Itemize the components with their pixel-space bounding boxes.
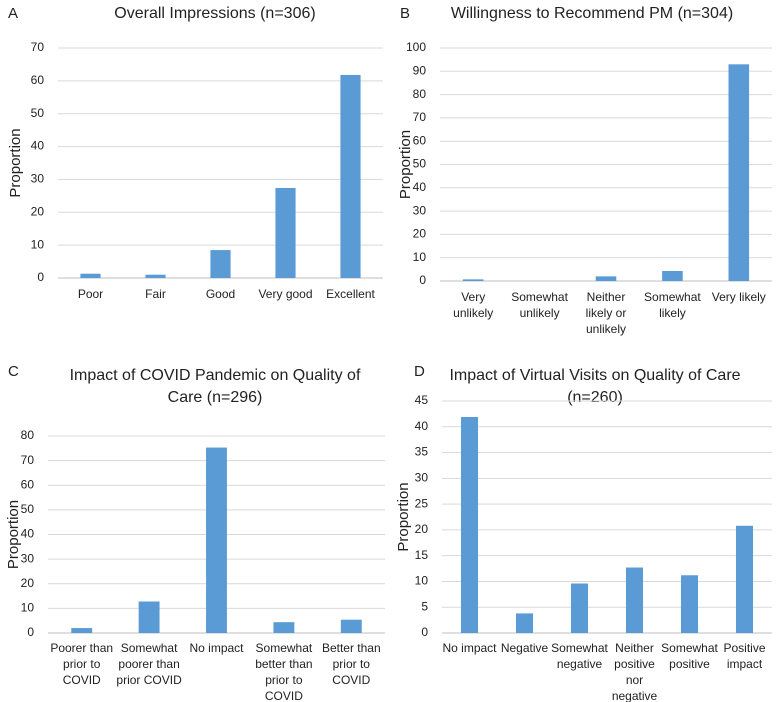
x-tick-label: Poorer than prior to COVID bbox=[50, 641, 113, 687]
chart-title: (n=260) bbox=[567, 389, 623, 406]
y-tick-label: 20 bbox=[413, 227, 427, 241]
panel-label: C bbox=[8, 363, 19, 380]
y-tick-label: 25 bbox=[415, 496, 429, 510]
bar bbox=[662, 270, 683, 281]
bar bbox=[138, 601, 160, 633]
bar bbox=[728, 64, 750, 281]
bar bbox=[595, 276, 617, 281]
panel-c: C Impact of COVID Pandemic on Quality of C… bbox=[5, 363, 385, 702]
y-tick-label: 15 bbox=[415, 548, 429, 562]
bar bbox=[570, 583, 589, 633]
x-tick-label: Negative bbox=[501, 641, 549, 655]
panel-label: D bbox=[414, 363, 425, 380]
y-tick-label: 45 bbox=[415, 393, 429, 407]
bar bbox=[71, 628, 93, 633]
y-tick-label: 60 bbox=[21, 477, 35, 491]
y-tick-label: 90 bbox=[413, 63, 427, 77]
y-axis-label: Proportion bbox=[7, 128, 24, 197]
y-tick-label: 5 bbox=[421, 599, 428, 613]
chart-title: Impact of Virtual Visits on Quality of C… bbox=[449, 367, 740, 384]
y-tick-label: 30 bbox=[31, 172, 45, 186]
x-tick-label: Somewhat likely bbox=[644, 290, 701, 320]
bar bbox=[340, 74, 361, 278]
x-tick-label: Somewhat unlikely bbox=[511, 290, 568, 320]
bar bbox=[515, 613, 534, 633]
chart-title: Impact of COVID Pandemic on Quality of bbox=[70, 367, 361, 384]
panel-label: A bbox=[8, 5, 18, 22]
y-tick-label: 20 bbox=[31, 204, 45, 218]
bar bbox=[625, 567, 644, 633]
bar bbox=[206, 447, 227, 633]
y-tick-label: 40 bbox=[413, 180, 427, 194]
bar bbox=[273, 622, 295, 633]
y-axis-label: Proportion bbox=[397, 130, 414, 199]
x-tick-label: Fair bbox=[145, 287, 166, 301]
chart-title: Care (n=296) bbox=[168, 389, 263, 406]
chart-title: Willingness to Recommend PM (n=304) bbox=[451, 5, 733, 22]
y-tick-label: 0 bbox=[421, 625, 428, 639]
chart-title: Overall Impressions (n=306) bbox=[114, 5, 315, 22]
y-tick-label: 40 bbox=[415, 419, 429, 433]
x-tick-label: Very likely bbox=[712, 290, 766, 304]
panel-b: B Willingness to Recommend PM (n=304) Prop… bbox=[397, 5, 772, 336]
bar bbox=[210, 250, 231, 278]
x-tick-label: Poor bbox=[78, 287, 103, 301]
y-tick-label: 10 bbox=[415, 574, 429, 588]
bar bbox=[145, 274, 166, 278]
x-tick-label: Somewhat positive bbox=[661, 641, 718, 671]
y-tick-label: 100 bbox=[406, 40, 426, 54]
x-tick-label: Excellent bbox=[326, 287, 375, 301]
bar bbox=[735, 525, 754, 633]
x-tick-label: Positive impact bbox=[723, 641, 765, 671]
y-tick-label: 0 bbox=[37, 270, 44, 284]
y-tick-label: 50 bbox=[413, 157, 427, 171]
y-tick-label: 35 bbox=[415, 445, 429, 459]
x-tick-label: Neither positive nor negative bbox=[612, 641, 658, 702]
y-tick-label: 10 bbox=[21, 601, 35, 615]
x-tick-label: Good bbox=[206, 287, 235, 301]
y-tick-label: 20 bbox=[415, 522, 429, 536]
y-axis-label: Proportion bbox=[395, 482, 412, 551]
panel-d: D Impact of Virtual Visits on Quality of … bbox=[395, 363, 772, 702]
y-tick-label: 70 bbox=[21, 453, 35, 467]
x-tick-label: Very unlikely bbox=[453, 290, 493, 320]
y-tick-label: 30 bbox=[415, 471, 429, 485]
y-tick-label: 50 bbox=[21, 502, 35, 516]
x-tick-label: Neither likely or unlikely bbox=[586, 290, 627, 336]
y-tick-label: 10 bbox=[31, 237, 45, 251]
x-tick-label: Better than prior to COVID bbox=[322, 641, 381, 687]
bar bbox=[462, 279, 484, 281]
x-tick-label: No impact bbox=[189, 641, 244, 655]
x-tick-label: Very good bbox=[258, 287, 312, 301]
x-tick-label: Somewhat poorer than prior COVID bbox=[116, 641, 182, 687]
y-tick-label: 70 bbox=[31, 40, 45, 54]
y-tick-label: 0 bbox=[27, 625, 34, 639]
bar bbox=[460, 416, 479, 633]
y-tick-label: 10 bbox=[413, 250, 427, 264]
y-tick-label: 30 bbox=[21, 551, 35, 565]
y-tick-label: 40 bbox=[31, 139, 45, 153]
y-tick-label: 80 bbox=[21, 428, 35, 442]
y-axis-label: Proportion bbox=[5, 500, 22, 569]
y-tick-label: 80 bbox=[413, 87, 427, 101]
panel-label: B bbox=[400, 5, 410, 22]
x-tick-label: Somewhat better than prior to COVID bbox=[255, 641, 313, 702]
y-tick-label: 40 bbox=[21, 527, 35, 541]
y-tick-label: 60 bbox=[31, 73, 45, 87]
y-tick-label: 50 bbox=[31, 106, 45, 120]
bar bbox=[680, 575, 699, 633]
x-tick-label: Somewhat negative bbox=[551, 641, 608, 671]
x-tick-label: No impact bbox=[442, 641, 497, 655]
bar bbox=[80, 273, 101, 278]
bar bbox=[340, 619, 362, 633]
y-tick-label: 30 bbox=[413, 203, 427, 217]
bar bbox=[275, 187, 296, 278]
panel-a: A Overall Impressions (n=306) Proportion 0 1… bbox=[7, 5, 383, 301]
y-tick-label: 70 bbox=[413, 110, 427, 124]
y-tick-label: 20 bbox=[21, 576, 35, 590]
y-tick-label: 60 bbox=[413, 133, 427, 147]
y-tick-label: 0 bbox=[419, 273, 426, 287]
